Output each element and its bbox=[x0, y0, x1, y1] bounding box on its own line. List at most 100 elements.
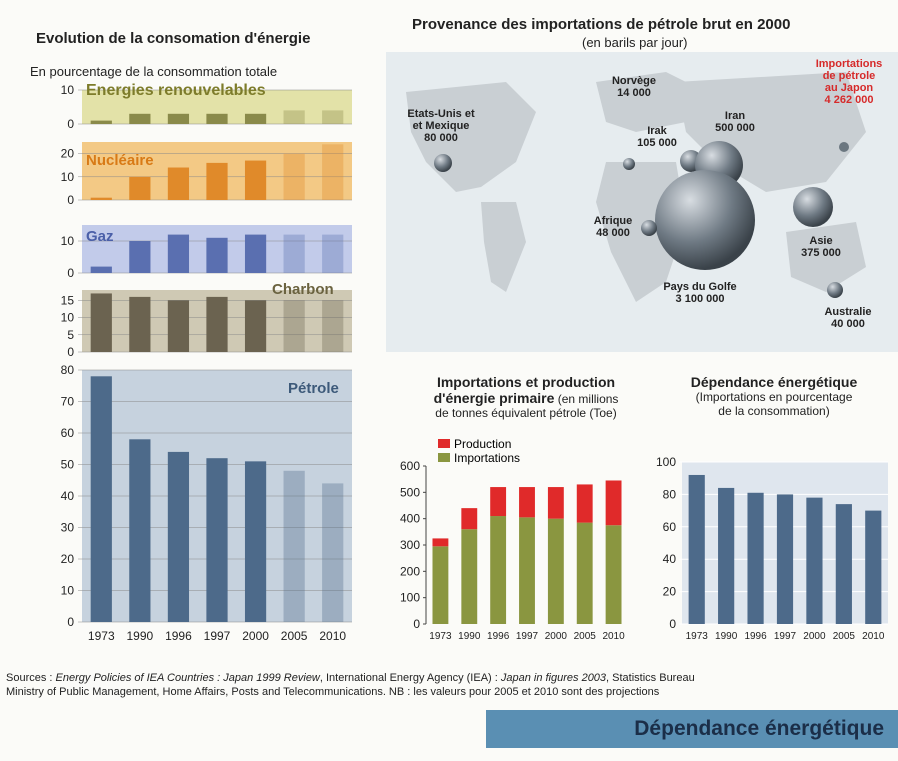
charbon-bar-1990 bbox=[129, 296, 151, 352]
petrole-ytick-label: 20 bbox=[61, 552, 75, 566]
mid-legend: Production Importations bbox=[438, 437, 520, 465]
petrole-bar-1997 bbox=[206, 458, 228, 622]
petrole-bar-2000 bbox=[244, 461, 267, 622]
map-title: Provenance des importations de pétrole b… bbox=[412, 16, 791, 33]
label-australie: Australie 40 000 bbox=[824, 306, 872, 330]
xtick-label-1990: 1990 bbox=[127, 629, 154, 643]
mid-chart-svg: 0 100 200 300 400 500 600 1973 1990 1996 1997 2000 2… bbox=[400, 459, 625, 642]
charbon-bar-2005 bbox=[283, 300, 305, 352]
petrole-ytick-label: 40 bbox=[61, 489, 75, 503]
mid-bar-production-2005 bbox=[576, 484, 593, 523]
right-xtick-label-1973: 1973 bbox=[686, 631, 709, 642]
mid-xtick-label-2000: 2000 bbox=[545, 631, 568, 642]
right-ytick-label: 60 bbox=[663, 520, 677, 534]
renouvelables-ytick-label: 0 bbox=[67, 117, 74, 131]
charbon-bar-1973 bbox=[90, 293, 112, 352]
nucleaire-bar-1973 bbox=[90, 197, 112, 200]
mid-ytick-label: 500 bbox=[400, 485, 420, 499]
charbon-ytick-label: 10 bbox=[61, 311, 75, 325]
left-chart-title: Evolution de la consomation d'énergie bbox=[36, 30, 311, 47]
renouvelables-ytick-label: 10 bbox=[61, 83, 75, 97]
charbon-ytick-label: 5 bbox=[67, 328, 74, 342]
xtick-label-2005: 2005 bbox=[281, 629, 308, 643]
label-japon: Importations de pétrole au Japon 4 262 000 bbox=[815, 58, 883, 106]
mid-bar-production-1990 bbox=[461, 508, 478, 530]
bubble-pays-du-golfe bbox=[655, 170, 755, 270]
petrole-ytick-label: 70 bbox=[61, 395, 75, 409]
nucleaire-bar-2000 bbox=[244, 160, 267, 200]
bubble-norvege bbox=[623, 158, 635, 170]
mid-bar-importations-1996 bbox=[490, 516, 507, 624]
right-bar-1973 bbox=[688, 474, 705, 624]
label-asie: Asie 375 000 bbox=[801, 235, 841, 259]
right-chart-title: Dépendance énergétique (Importations en … bbox=[690, 374, 858, 418]
renouvelables-bar-1996 bbox=[167, 113, 190, 124]
label-pays-du-golfe: Pays du Golfe 3 100 000 bbox=[663, 281, 737, 305]
bubble-asie bbox=[793, 187, 833, 227]
petrole-ytick-label: 30 bbox=[61, 521, 75, 535]
legend-production-swatch bbox=[438, 439, 450, 448]
petrole-bar-2005 bbox=[283, 470, 305, 622]
nucleaire-bar-1997 bbox=[206, 162, 228, 200]
right-bar-2010 bbox=[865, 510, 882, 624]
mid-bar-production-2000 bbox=[547, 487, 564, 519]
gaz-bar-2010 bbox=[322, 234, 344, 273]
bubble-etats-unis bbox=[434, 154, 452, 172]
world-map bbox=[386, 52, 898, 352]
label-etats-unis: Etats-Unis et et Mexique 80 000 bbox=[407, 108, 475, 144]
mid-bar-importations-1997 bbox=[519, 517, 535, 624]
mid-ytick-label: 300 bbox=[400, 538, 420, 552]
mid-xtick-label-1973: 1973 bbox=[429, 631, 452, 642]
bubble-afrique bbox=[641, 220, 657, 236]
petrole-ytick-label: 80 bbox=[61, 363, 75, 377]
mid-ytick-label: 200 bbox=[400, 564, 420, 578]
right-chart-svg: 0 20 40 60 80 100 1973 1990 1996 1997 2000 2005 2010 bbox=[656, 455, 888, 642]
nucleaire-bar-2005 bbox=[283, 153, 305, 200]
mid-bar-importations-2010 bbox=[605, 525, 622, 624]
renouvelables-bar-1973 bbox=[90, 120, 112, 124]
legend-importations-swatch bbox=[438, 453, 450, 462]
nucleaire-bar-1996 bbox=[167, 167, 190, 200]
petrole-label: Pétrole bbox=[288, 380, 339, 397]
petrole-bar-2010 bbox=[322, 483, 344, 622]
mid-xtick-label-1996: 1996 bbox=[487, 631, 510, 642]
label-iran: Iran 500 000 bbox=[715, 110, 755, 134]
mid-ytick-label: 0 bbox=[413, 617, 420, 631]
mid-ytick-label: 600 bbox=[400, 459, 420, 473]
renouvelables-bar-1990 bbox=[129, 113, 151, 124]
gaz-bar-1997 bbox=[206, 237, 228, 273]
mid-bar-importations-2005 bbox=[576, 522, 593, 624]
mid-bar-importations-1990 bbox=[461, 529, 478, 624]
mid-xtick-label-1990: 1990 bbox=[458, 631, 481, 642]
nucleaire-bar-1990 bbox=[129, 176, 151, 200]
nucleaire-ytick-label: 10 bbox=[61, 170, 75, 184]
xtick-label-1996: 1996 bbox=[165, 629, 192, 643]
mid-ytick-label: 400 bbox=[400, 512, 420, 526]
left-chart-subtitle: En pourcentage de la consommation totale bbox=[30, 64, 278, 79]
right-bar-1996 bbox=[747, 492, 764, 624]
right-xtick-label-2000: 2000 bbox=[803, 631, 826, 642]
label-norvege: Norvège 14 000 bbox=[611, 75, 657, 99]
charbon-bar-2010 bbox=[322, 300, 344, 352]
south-america-shape bbox=[481, 202, 526, 292]
bubble-australie bbox=[827, 282, 843, 298]
right-xtick-label-1996: 1996 bbox=[744, 631, 767, 642]
mid-bar-production-2010 bbox=[605, 480, 622, 526]
charbon-bar-2000 bbox=[244, 300, 267, 352]
petrole-bar-1996 bbox=[167, 451, 190, 622]
right-ytick-label: 40 bbox=[663, 552, 677, 566]
nucleaire-ytick-label: 0 bbox=[67, 193, 74, 207]
charbon-bar-1996 bbox=[167, 300, 190, 352]
renouvelables-bar-2000 bbox=[244, 113, 267, 124]
right-ytick-label: 20 bbox=[663, 585, 677, 599]
gaz-bar-1996 bbox=[167, 234, 190, 273]
xtick-label-2000: 2000 bbox=[242, 629, 269, 643]
nucleaire-ytick-label: 20 bbox=[61, 147, 75, 161]
legend-importations: Importations bbox=[438, 451, 520, 465]
mid-xtick-label-1997: 1997 bbox=[516, 631, 539, 642]
renouvelables-bar-2005 bbox=[283, 110, 305, 124]
mid-chart-title: Importations et production d'énergie pri… bbox=[433, 374, 619, 420]
mid-bar-production-1973 bbox=[432, 538, 449, 547]
renouvelables-bar-2010 bbox=[322, 110, 344, 124]
nucleaire-label: Nucléaire bbox=[86, 152, 154, 169]
